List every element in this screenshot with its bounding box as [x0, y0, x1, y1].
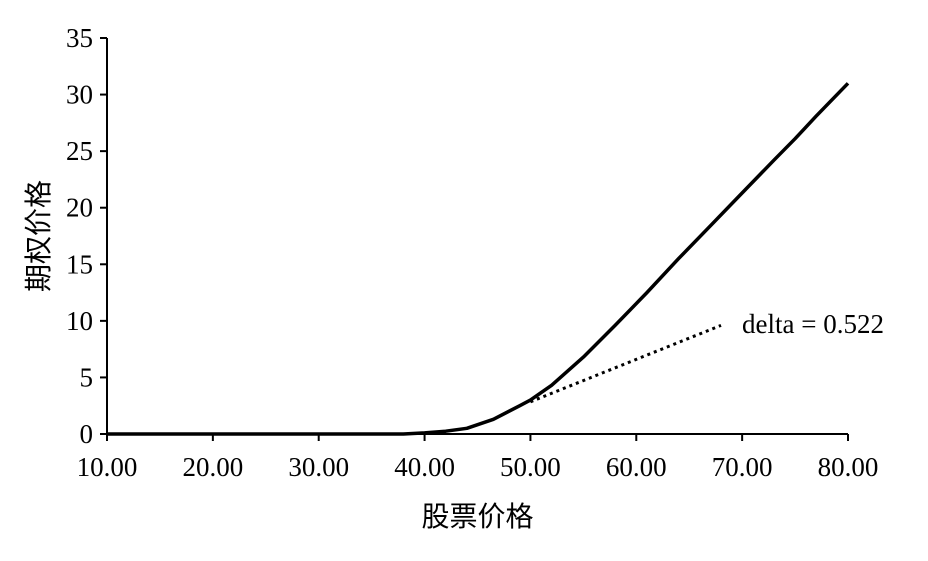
y-tick-label: 30	[66, 80, 93, 110]
x-tick-label: 60.00	[606, 452, 667, 482]
y-tick-label: 20	[66, 193, 93, 223]
delta-annotation: delta = 0.522	[742, 309, 884, 339]
delta-tangent-line	[529, 324, 722, 404]
x-tick-label: 70.00	[712, 452, 773, 482]
y-tick-label: 15	[66, 249, 93, 279]
x-tick-label: 40.00	[394, 452, 455, 482]
option-price-line	[107, 82, 850, 436]
labels-group: 0 5 10 15 20 25 30 35 10.00 20.00 30.00 40.00 50.00 6…	[22, 23, 884, 533]
axes	[100, 37, 849, 441]
x-tick-label: 50.00	[500, 452, 561, 482]
x-tick-label: 10.00	[77, 452, 138, 482]
y-axis-title: 期权价格	[22, 180, 55, 292]
y-tick-label: 0	[80, 419, 94, 449]
y-tick-label: 5	[80, 362, 94, 392]
y-tick-label: 35	[66, 23, 93, 53]
y-tick-label: 10	[66, 306, 93, 336]
x-tick-label: 30.00	[288, 452, 349, 482]
x-tick-label: 80.00	[818, 452, 879, 482]
y-tick-label: 25	[66, 136, 93, 166]
series-group	[107, 82, 850, 436]
x-tick-label: 20.00	[182, 452, 243, 482]
x-axis-title: 股票价格	[421, 500, 533, 533]
